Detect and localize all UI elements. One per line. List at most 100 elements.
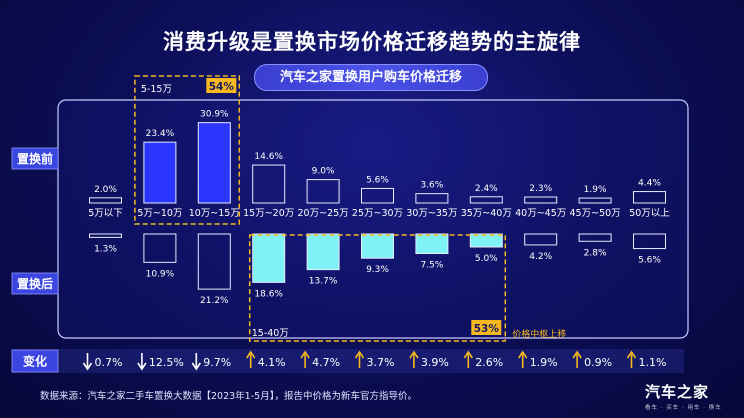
page-title: 消费升级是置换市场价格迁移趋势的主旋律 — [163, 30, 581, 54]
category-label-0: 5万以下 — [88, 208, 123, 219]
label-after-6: 7.5% — [420, 261, 443, 271]
bar-before-7 — [469, 196, 503, 204]
label-after-0: 1.3% — [94, 244, 117, 254]
bar-after-1 — [143, 233, 177, 263]
bar-after-5 — [361, 233, 394, 259]
label-after-3: 18.6% — [254, 289, 283, 299]
change-value-0: 0.7% — [95, 356, 123, 369]
logo-sub-text: 看车 · 买车 · 用车 · 换车 — [645, 405, 722, 411]
label-before-4: 9.0% — [312, 167, 335, 177]
category-label-3: 15万~20万 — [243, 208, 294, 219]
row-label-change: 变化 — [23, 354, 47, 369]
bar-after-8 — [524, 233, 558, 246]
bar-before-0 — [89, 197, 122, 204]
chart-subtitle-pill: 汽车之家置换用户购车价格迁移 — [254, 64, 488, 91]
row-label-before-bg — [11, 147, 59, 170]
change-arrowhead-9 — [572, 350, 582, 359]
highlight-before-share: 54% — [209, 81, 235, 93]
bar-before-4 — [306, 179, 340, 204]
label-after-5: 9.3% — [366, 265, 389, 275]
label-before-2: 30.9% — [200, 110, 229, 120]
row-label-before: 置换前 — [17, 151, 53, 166]
bar-before-2 — [197, 122, 231, 204]
row-label-change-bg — [11, 349, 59, 373]
highlight-after-share: 53% — [474, 323, 500, 335]
label-after-8: 4.2% — [529, 252, 552, 262]
change-arrowhead-1 — [137, 362, 147, 371]
row-label-after-bg — [11, 272, 59, 295]
change-value-9: 0.9% — [584, 356, 612, 369]
highlight-after-badge — [471, 320, 502, 335]
change-arrowhead-6 — [409, 350, 419, 359]
bar-before-5 — [361, 187, 394, 204]
label-before-5: 5.6% — [366, 175, 389, 185]
category-label-7: 35万~40万 — [461, 208, 512, 219]
change-value-2: 9.7% — [203, 356, 231, 369]
bar-after-7 — [469, 233, 503, 248]
label-before-1: 23.4% — [146, 129, 175, 139]
change-arrowhead-2 — [191, 362, 201, 371]
data-source-note: 数据来源：汽车之家二手车置换大数据【2023年1-5月】，报告中价格为新车官方指… — [40, 391, 417, 402]
highlight-after-label: 15-40万 — [252, 328, 289, 339]
change-arrowhead-4 — [300, 350, 310, 359]
bar-before-8 — [524, 196, 558, 204]
highlight-after-note: 价格中枢上移 — [512, 328, 566, 340]
change-arrowhead-3 — [246, 350, 256, 359]
label-after-10: 5.6% — [638, 256, 661, 266]
bar-after-0 — [89, 233, 122, 238]
category-label-1: 5万~10万 — [137, 208, 182, 219]
change-value-10: 1.1% — [639, 356, 667, 369]
row-label-after: 置换后 — [17, 276, 53, 291]
label-after-7: 5.0% — [475, 254, 498, 264]
bar-after-4 — [306, 233, 340, 271]
category-label-6: 30万~35万 — [406, 208, 457, 219]
bar-after-2 — [197, 233, 231, 290]
category-label-9: 45万~50万 — [570, 208, 621, 219]
label-before-3: 14.6% — [254, 152, 283, 162]
bar-after-3 — [252, 233, 286, 283]
autohome-logo: 汽车之家 看车 · 买车 · 用车 · 换车 — [645, 381, 722, 411]
label-after-2: 21.2% — [200, 296, 229, 306]
bar-after-9 — [578, 233, 612, 242]
category-label-4: 20万~25万 — [298, 208, 349, 219]
category-label-10: 50万以上 — [629, 208, 670, 219]
change-value-1: 12.5% — [149, 356, 184, 369]
bar-before-6 — [415, 193, 449, 204]
label-after-4: 13.7% — [309, 277, 338, 287]
change-arrowhead-7 — [463, 350, 473, 359]
change-value-5: 3.7% — [367, 356, 395, 369]
label-after-9: 2.8% — [584, 248, 607, 258]
bar-before-9 — [578, 197, 612, 204]
change-value-4: 4.7% — [312, 356, 340, 369]
change-value-6: 3.9% — [421, 356, 449, 369]
bar-before-1 — [143, 141, 177, 204]
highlight-before-badge — [206, 78, 237, 93]
bar-after-10 — [633, 233, 666, 250]
category-label-2: 10万~15万 — [189, 208, 240, 219]
label-before-6: 3.6% — [420, 181, 443, 191]
bar-after-6 — [415, 233, 449, 254]
highlight-box-after — [248, 234, 507, 342]
category-label-8: 40万~45万 — [515, 208, 566, 219]
label-before-10: 4.4% — [638, 179, 661, 189]
logo-main-text: 汽车之家 — [645, 383, 710, 401]
change-arrowhead-0 — [82, 362, 93, 371]
bar-before-3 — [252, 164, 286, 204]
category-label-5: 25万~30万 — [352, 208, 403, 219]
change-row-strip — [12, 349, 684, 373]
change-value-8: 1.9% — [530, 356, 558, 369]
highlight-before-label: 5-15万 — [141, 84, 172, 95]
label-before-0: 2.0% — [94, 185, 117, 195]
change-arrowhead-8 — [518, 350, 528, 359]
bar-before-10 — [633, 191, 666, 204]
highlight-box-before — [134, 75, 241, 225]
label-before-9: 1.9% — [584, 185, 607, 195]
label-before-7: 2.4% — [475, 184, 498, 194]
change-value-7: 2.6% — [475, 356, 503, 369]
change-arrowhead-10 — [626, 350, 637, 359]
label-before-8: 2.3% — [529, 184, 552, 194]
change-arrowhead-5 — [354, 350, 365, 359]
label-after-1: 10.9% — [146, 269, 175, 279]
change-value-3: 4.1% — [258, 356, 286, 369]
